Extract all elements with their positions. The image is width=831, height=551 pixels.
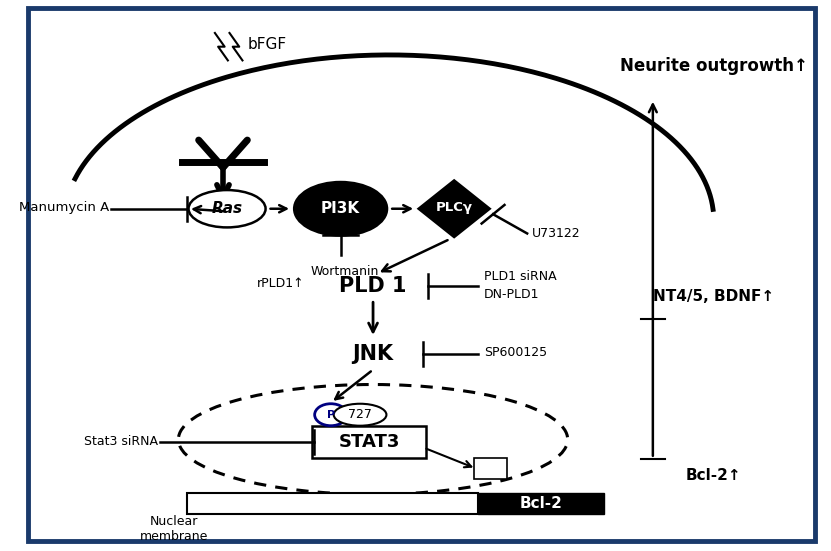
FancyBboxPatch shape [475,458,507,479]
Text: STAT3: STAT3 [338,433,400,451]
Text: DN-PLD1: DN-PLD1 [484,288,539,301]
Text: Neurite outgrowth↑: Neurite outgrowth↑ [620,57,808,75]
Text: NT4/5, BDNF↑: NT4/5, BDNF↑ [653,289,774,304]
Text: Manumycin A: Manumycin A [19,201,110,214]
Text: PLD1 siRNA: PLD1 siRNA [484,271,557,283]
Polygon shape [418,180,490,237]
Text: Nuclear
membrane: Nuclear membrane [140,515,209,543]
FancyBboxPatch shape [479,493,604,514]
Text: Bcl-2: Bcl-2 [520,496,563,511]
Text: Stat3 siRNA: Stat3 siRNA [84,435,158,447]
Text: SP600125: SP600125 [484,345,548,359]
Text: Ras: Ras [212,201,243,216]
Ellipse shape [294,182,387,236]
Text: U73122: U73122 [532,227,581,240]
Text: PI3K: PI3K [321,201,360,216]
Ellipse shape [334,404,386,426]
Text: PLD 1: PLD 1 [339,276,407,296]
Text: JNK: JNK [352,344,394,364]
Text: Bcl-2↑: Bcl-2↑ [686,468,741,483]
Ellipse shape [315,404,347,426]
Text: P: P [327,410,335,420]
Text: rPLD1↑: rPLD1↑ [257,278,304,290]
FancyBboxPatch shape [312,426,426,458]
Text: bFGF: bFGF [248,37,287,52]
FancyBboxPatch shape [186,493,479,514]
Text: PLCγ: PLCγ [435,201,473,214]
Text: Wortmanin: Wortmanin [311,265,379,278]
Ellipse shape [189,190,266,228]
Text: 727: 727 [348,408,372,421]
